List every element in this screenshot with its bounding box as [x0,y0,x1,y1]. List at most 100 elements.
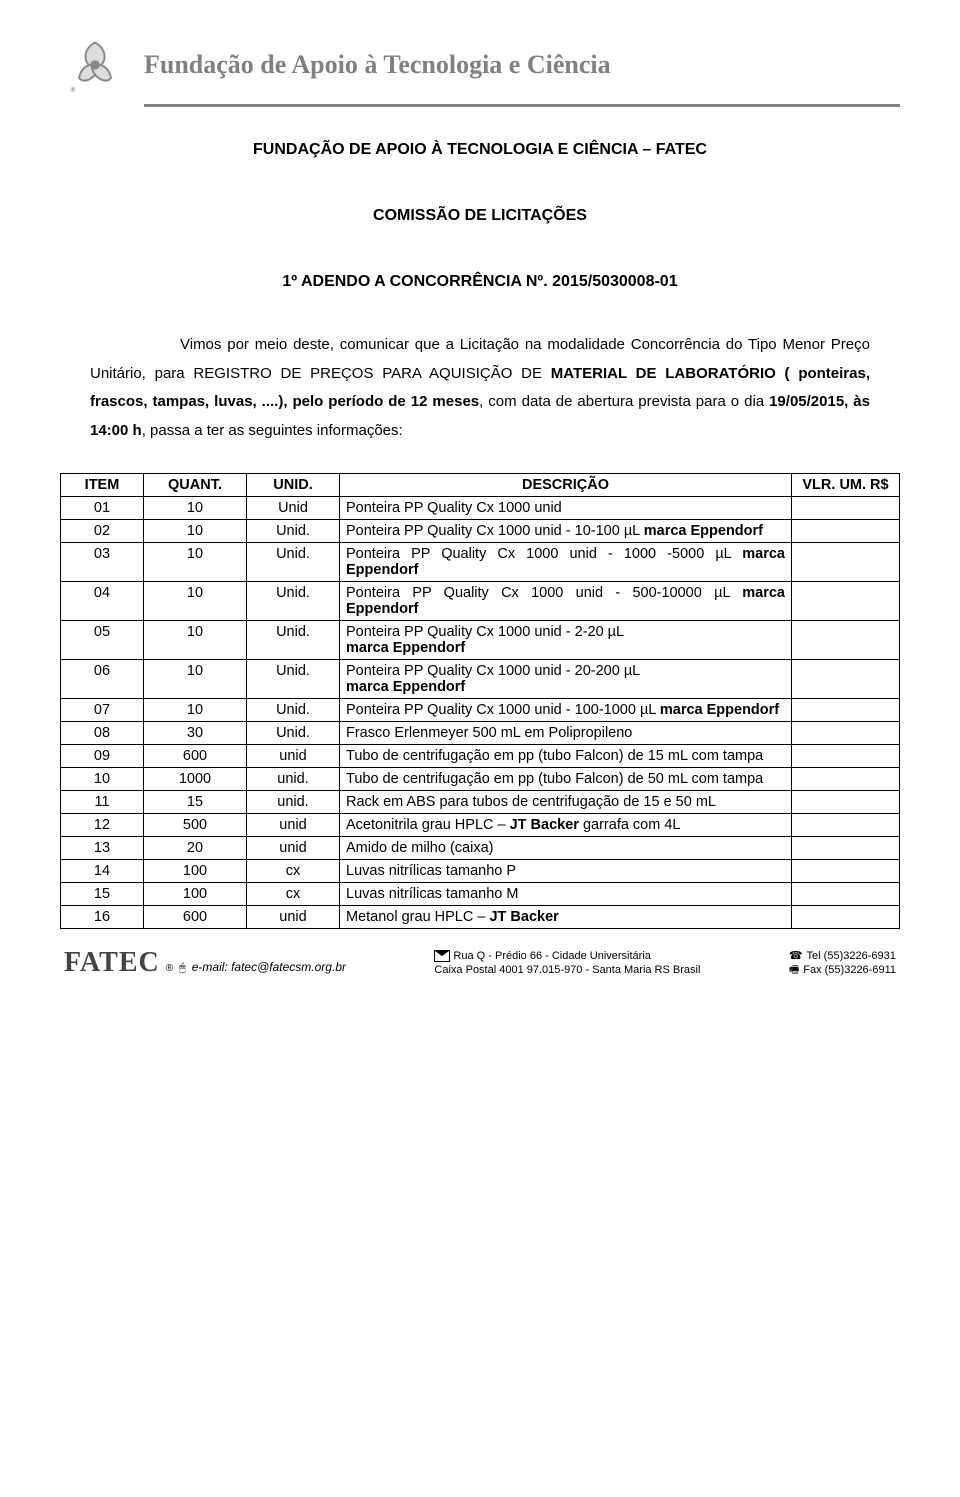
table-row: 12500unidAcetonitrila grau HPLC – JT Bac… [61,814,900,837]
cell-vlr [792,837,900,860]
table-row: 1115unid.Rack em ABS para tubos de centr… [61,791,900,814]
cell-vlr [792,768,900,791]
footer-email: e-mail: fatec@fatecsm.org.br [192,960,346,974]
cell-unit: unid [247,837,340,860]
table-row: 0710Unid.Ponteira PP Quality Cx 1000 uni… [61,699,900,722]
cell-vlr [792,745,900,768]
cell-vlr [792,722,900,745]
table-header-row: ITEM QUANT. UNID. DESCRIÇÃO VLR. UM. R$ [61,474,900,497]
items-table: ITEM QUANT. UNID. DESCRIÇÃO VLR. UM. R$ … [60,473,900,929]
envelope-icon [434,950,450,962]
cell-unit: Unid. [247,699,340,722]
cell-unit: unid [247,745,340,768]
cell-unit: Unid. [247,543,340,582]
table-row: 0110UnidPonteira PP Quality Cx 1000 unid [61,497,900,520]
cell-desc: Ponteira PP Quality Cx 1000 unid - 500-1… [340,582,792,621]
table-row: 0410Unid.Ponteira PP Quality Cx 1000 uni… [61,582,900,621]
cell-vlr [792,621,900,660]
cell-vlr [792,906,900,929]
cell-vlr [792,699,900,722]
registered-icon: ® [166,963,173,974]
cell-desc: Luvas nitrílicas tamanho M [340,883,792,906]
cell-item: 14 [61,860,144,883]
table-row: 0310Unid.Ponteira PP Quality Cx 1000 uni… [61,543,900,582]
cell-qty: 600 [144,906,247,929]
cell-desc: Ponteira PP Quality Cx 1000 unid - 20-20… [340,660,792,699]
cell-item: 08 [61,722,144,745]
cell-desc: Tubo de centrifugação em pp (tubo Falcon… [340,745,792,768]
cell-desc: Tubo de centrifugação em pp (tubo Falcon… [340,768,792,791]
cell-qty: 100 [144,860,247,883]
cell-item: 04 [61,582,144,621]
cell-qty: 20 [144,837,247,860]
cell-qty: 1000 [144,768,247,791]
cell-desc: Amido de milho (caixa) [340,837,792,860]
cell-vlr [792,660,900,699]
cell-desc: Frasco Erlenmeyer 500 mL em Polipropilen… [340,722,792,745]
cell-unit: cx [247,883,340,906]
cell-vlr [792,543,900,582]
footer-contact: ☎Tel (55)3226-6931 🖷Fax (55)3226-6911 [789,949,896,978]
page: ® Fundação de Apoio à Tecnologia e Ciênc… [0,0,960,989]
cell-item: 16 [61,906,144,929]
th-vlr: VLR. UM. R$ [792,474,900,497]
th-qty: QUANT. [144,474,247,497]
cell-item: 10 [61,768,144,791]
table-row: 14100cxLuvas nitrílicas tamanho P [61,860,900,883]
table-row: 0210Unid.Ponteira PP Quality Cx 1000 uni… [61,520,900,543]
cell-qty: 500 [144,814,247,837]
table-row: 15100cxLuvas nitrílicas tamanho M [61,883,900,906]
cell-item: 09 [61,745,144,768]
cell-qty: 10 [144,520,247,543]
footer-brand: FATEC [64,947,160,979]
footer-left: FATEC® 🖱 e-mail: fatec@fatecsm.org.br [64,947,346,979]
cell-unit: Unid. [247,722,340,745]
cell-qty: 30 [144,722,247,745]
cell-desc: Ponteira PP Quality Cx 1000 unid - 10-10… [340,520,792,543]
cell-item: 11 [61,791,144,814]
header-title: Fundação de Apoio à Tecnologia e Ciência [144,50,611,80]
cell-desc: Ponteira PP Quality Cx 1000 unid - 1000 … [340,543,792,582]
svg-text:®: ® [71,86,76,94]
cell-vlr [792,860,900,883]
body-paragraph: Vimos por meio deste, comunicar que a Li… [90,331,870,445]
table-row: 1320unidAmido de milho (caixa) [61,837,900,860]
table-row: 0510Unid.Ponteira PP Quality Cx 1000 uni… [61,621,900,660]
body-text: Vimos por meio deste, comunicar que a Li… [90,336,870,439]
doc-ref: 1º ADENDO A CONCORRÊNCIA Nº. 2015/503000… [60,273,900,291]
fax-icon: 🖷 [789,964,799,976]
cell-unit: Unid [247,497,340,520]
header-rule [144,104,900,107]
table-row: 16600unidMetanol grau HPLC – JT Backer [61,906,900,929]
cell-item: 13 [61,837,144,860]
cell-vlr [792,814,900,837]
table-row: 0610Unid.Ponteira PP Quality Cx 1000 uni… [61,660,900,699]
footer-address: Rua Q - Prédio 66 - Cidade Universitária… [434,949,700,978]
cell-desc: Rack em ABS para tubos de centrifugação … [340,791,792,814]
cell-qty: 10 [144,497,247,520]
cell-item: 02 [61,520,144,543]
cell-vlr [792,520,900,543]
cell-item: 07 [61,699,144,722]
doc-title: FUNDAÇÃO DE APOIO À TECNOLOGIA E CIÊNCIA… [60,141,900,159]
header: ® Fundação de Apoio à Tecnologia e Ciênc… [60,30,900,100]
logo-icon: ® [60,30,130,100]
cell-qty: 10 [144,621,247,660]
cell-qty: 100 [144,883,247,906]
cell-vlr [792,791,900,814]
doc-subtitle: COMISSÃO DE LICITAÇÕES [60,207,900,225]
table-row: 0830Unid.Frasco Erlenmeyer 500 mL em Pol… [61,722,900,745]
cell-vlr [792,582,900,621]
footer: FATEC® 🖱 e-mail: fatec@fatecsm.org.br Ru… [60,947,900,979]
cell-desc: Ponteira PP Quality Cx 1000 unid - 100-1… [340,699,792,722]
cell-qty: 15 [144,791,247,814]
table-row: 09600unidTubo de centrifugação em pp (tu… [61,745,900,768]
cell-vlr [792,497,900,520]
th-desc: DESCRIÇÃO [340,474,792,497]
cell-unit: Unid. [247,660,340,699]
cell-desc: Luvas nitrílicas tamanho P [340,860,792,883]
cell-qty: 600 [144,745,247,768]
cell-item: 06 [61,660,144,699]
cell-qty: 10 [144,660,247,699]
cell-unit: unid. [247,791,340,814]
